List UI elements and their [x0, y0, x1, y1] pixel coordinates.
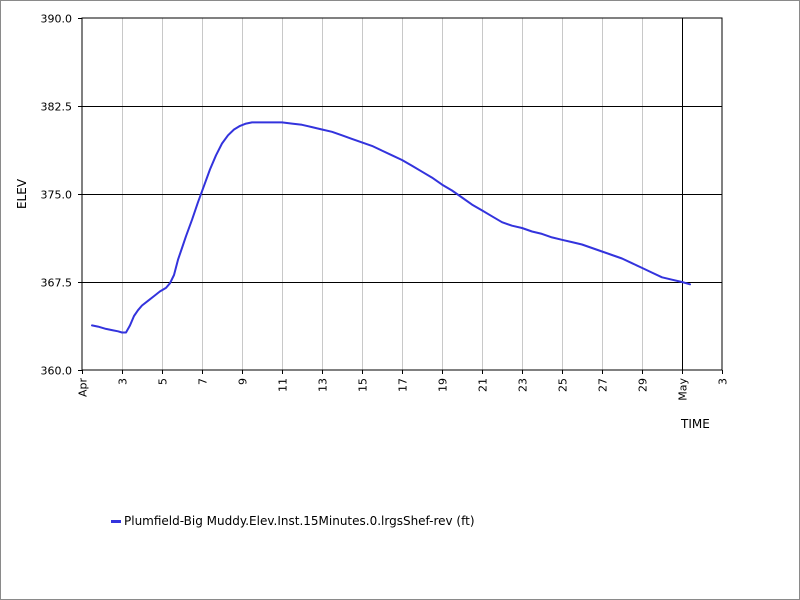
x-tick-label: 23: [517, 378, 530, 392]
x-tick-label: Apr: [77, 378, 90, 398]
x-tick-label: 11: [277, 378, 290, 392]
series-line: [91, 121, 691, 334]
x-tick-label: 15: [357, 378, 370, 392]
y-axis-title: ELEV: [15, 178, 29, 209]
x-tick-label: 9: [237, 378, 250, 385]
tick-marks: [78, 18, 723, 374]
series-lines: [91, 121, 691, 334]
x-tick-label: 7: [197, 378, 210, 385]
legend-series-label: Plumfield-Big Muddy.Elev.Inst.15Minutes.…: [124, 514, 475, 528]
legend-line-swatch: [111, 519, 121, 523]
x-tick-label: 3: [117, 378, 130, 385]
grid-lines: [82, 18, 722, 370]
x-tick-label: 3: [717, 378, 730, 385]
x-tick-label: 17: [397, 378, 410, 392]
x-tick-label: 25: [557, 378, 570, 392]
x-tick-label: 5: [157, 378, 170, 385]
y-tick-label: 382.5: [41, 101, 73, 114]
x-tick-label: May: [677, 378, 690, 401]
x-axis-title: TIME: [680, 417, 710, 431]
x-tick-label: 29: [637, 378, 650, 392]
y-tick-label: 375.0: [41, 189, 73, 202]
x-tick-label: 21: [477, 378, 490, 392]
x-tick-label: 27: [597, 378, 610, 392]
y-tick-label: 360.0: [41, 365, 73, 378]
legend: Plumfield-Big Muddy.Elev.Inst.15Minutes.…: [111, 514, 475, 528]
x-tick-label: 19: [437, 378, 450, 392]
y-tick-label: 367.5: [41, 277, 73, 290]
tick-labels: Apr 3 5 7 9 11 13 15 17 19 21 23 25 27 29 May 3 360.0 367.…: [41, 13, 730, 401]
y-tick-label: 390.0: [41, 13, 73, 26]
x-tick-label: 13: [317, 378, 330, 392]
